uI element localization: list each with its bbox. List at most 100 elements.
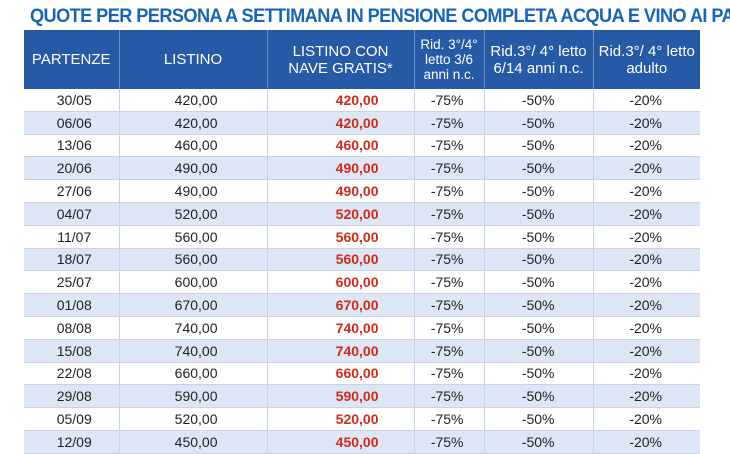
- reduction-adult-cell: -20%: [593, 202, 700, 226]
- reduction-3-6-years-cell: -75%: [414, 202, 485, 226]
- list-price-cell: 560,00: [119, 225, 268, 249]
- page-title: QUOTE PER PERSONA A SETTIMANA IN PENSION…: [30, 5, 730, 27]
- table-row: 12/09 450,00 450,00 -75% -50% -20%: [24, 430, 700, 454]
- list-price-cell: 670,00: [119, 293, 268, 317]
- header-line: NAVE GRATIS*: [288, 59, 393, 77]
- reduction-3-6-years-cell: -75%: [414, 430, 485, 454]
- price-table: PARTENZE LISTINO LISTINO CON NAVE GRATIS*…: [24, 30, 700, 454]
- departure-date-cell: 18/07: [24, 248, 120, 272]
- free-ship-price-cell: 590,00: [267, 384, 415, 409]
- departure-date-cell: 27/06: [24, 179, 120, 203]
- reduction-6-14-years-cell: -50%: [484, 270, 594, 295]
- reduction-6-14-years-cell: -50%: [484, 407, 594, 431]
- reduction-adult-cell: -20%: [593, 430, 700, 454]
- header-line: Rid.3°/ 4° letto: [598, 42, 695, 60]
- free-ship-price-cell: 740,00: [267, 339, 415, 363]
- header-line: anni n.c.: [423, 67, 475, 82]
- free-ship-price-cell: 490,00: [267, 179, 415, 203]
- table-row: 30/05 420,00 420,00 -75% -50% -20%: [24, 89, 700, 112]
- departure-date-cell: 04/07: [24, 202, 120, 226]
- list-price-cell: 490,00: [119, 156, 268, 181]
- reduction-6-14-years-cell: -50%: [484, 225, 594, 249]
- departure-date-cell: 13/06: [24, 134, 120, 158]
- reduction-adult-cell: -20%: [593, 89, 700, 112]
- list-price-cell: 740,00: [119, 316, 268, 340]
- table-row: 13/06 460,00 460,00 -75% -50% -20%: [24, 134, 700, 158]
- reduction-3-6-years-cell: -75%: [414, 248, 485, 272]
- reduction-6-14-years-cell: -50%: [484, 339, 594, 363]
- reduction-6-14-years-cell: -50%: [484, 179, 594, 203]
- reduction-adult-cell: -20%: [593, 316, 700, 340]
- reduction-6-14-years-cell: -50%: [484, 134, 594, 158]
- header-partenze: PARTENZE: [24, 30, 120, 89]
- table-row: 27/06 490,00 490,00 -75% -50% -20%: [24, 179, 700, 203]
- reduction-adult-cell: -20%: [593, 134, 700, 158]
- header-line: PARTENZE: [31, 51, 111, 68]
- table-header: PARTENZE LISTINO LISTINO CON NAVE GRATIS*…: [24, 30, 700, 89]
- free-ship-price-cell: 660,00: [267, 362, 415, 386]
- reduction-6-14-years-cell: -50%: [484, 430, 594, 454]
- reduction-adult-cell: -20%: [593, 362, 700, 386]
- table-row: 11/07 560,00 560,00 -75% -50% -20%: [24, 225, 700, 249]
- departure-date-cell: 15/08: [24, 339, 120, 363]
- table-row: 08/08 740,00 740,00 -75% -50% -20%: [24, 316, 700, 340]
- table-row: 29/08 590,00 590,00 -75% -50% -20%: [24, 384, 700, 409]
- reduction-adult-cell: -20%: [593, 384, 700, 409]
- table-row: 05/09 520,00 520,00 -75% -50% -20%: [24, 407, 700, 431]
- free-ship-price-cell: 600,00: [267, 270, 415, 295]
- reduction-3-6-years-cell: -75%: [414, 111, 485, 135]
- table-row: 04/07 520,00 520,00 -75% -50% -20%: [24, 202, 700, 226]
- departure-date-cell: 22/08: [24, 362, 120, 386]
- header-line: LISTINO: [163, 51, 223, 68]
- reduction-3-6-years-cell: -75%: [414, 293, 485, 317]
- departure-date-cell: 30/05: [24, 89, 120, 112]
- free-ship-price-cell: 520,00: [267, 407, 415, 431]
- free-ship-price-cell: 520,00: [267, 202, 415, 226]
- table-row: 25/07 600,00 600,00 -75% -50% -20%: [24, 270, 700, 295]
- reduction-6-14-years-cell: -50%: [484, 89, 594, 112]
- reduction-adult-cell: -20%: [593, 407, 700, 431]
- free-ship-price-cell: 420,00: [267, 111, 415, 135]
- reduction-3-6-years-cell: -75%: [414, 89, 485, 112]
- list-price-cell: 600,00: [119, 270, 268, 295]
- free-ship-price-cell: 450,00: [267, 430, 415, 454]
- departure-date-cell: 05/09: [24, 407, 120, 431]
- free-ship-price-cell: 560,00: [267, 225, 415, 249]
- reduction-adult-cell: -20%: [593, 111, 700, 135]
- departure-date-cell: 06/06: [24, 111, 120, 135]
- header-rid-6-14-anni: Rid.3°/ 4° letto 6/14 anni n.c.: [484, 30, 594, 89]
- departure-date-cell: 11/07: [24, 225, 120, 249]
- reduction-adult-cell: -20%: [593, 293, 700, 317]
- free-ship-price-cell: 420,00: [267, 89, 415, 112]
- table-row: 06/06 420,00 420,00 -75% -50% -20%: [24, 111, 700, 135]
- reduction-6-14-years-cell: -50%: [484, 202, 594, 226]
- header-line: 6/14 anni n.c.: [493, 59, 584, 77]
- reduction-3-6-years-cell: -75%: [414, 362, 485, 386]
- header-listino: LISTINO: [119, 30, 268, 89]
- free-ship-price-cell: 670,00: [267, 293, 415, 317]
- departure-date-cell: 12/09: [24, 430, 120, 454]
- free-ship-price-cell: 490,00: [267, 156, 415, 181]
- list-price-cell: 590,00: [119, 384, 268, 409]
- reduction-adult-cell: -20%: [593, 339, 700, 363]
- header-rid-3-6-anni: Rid. 3°/4° letto 3/6 anni n.c.: [414, 30, 485, 89]
- reduction-6-14-years-cell: -50%: [484, 111, 594, 135]
- reduction-3-6-years-cell: -75%: [414, 179, 485, 203]
- reduction-3-6-years-cell: -75%: [414, 134, 485, 158]
- reduction-6-14-years-cell: -50%: [484, 362, 594, 386]
- reduction-6-14-years-cell: -50%: [484, 248, 594, 272]
- table-row: 22/08 660,00 660,00 -75% -50% -20%: [24, 362, 700, 386]
- reduction-adult-cell: -20%: [593, 248, 700, 272]
- departure-date-cell: 01/08: [24, 293, 120, 317]
- departure-date-cell: 08/08: [24, 316, 120, 340]
- reduction-3-6-years-cell: -75%: [414, 316, 485, 340]
- reduction-6-14-years-cell: -50%: [484, 293, 594, 317]
- reduction-adult-cell: -20%: [593, 179, 700, 203]
- reduction-3-6-years-cell: -75%: [414, 225, 485, 249]
- departure-date-cell: 29/08: [24, 384, 120, 409]
- list-price-cell: 460,00: [119, 134, 268, 158]
- table-row: 18/07 560,00 560,00 -75% -50% -20%: [24, 248, 700, 272]
- list-price-cell: 420,00: [119, 111, 268, 135]
- table-row: 20/06 490,00 490,00 -75% -50% -20%: [24, 156, 700, 181]
- reduction-6-14-years-cell: -50%: [484, 156, 594, 181]
